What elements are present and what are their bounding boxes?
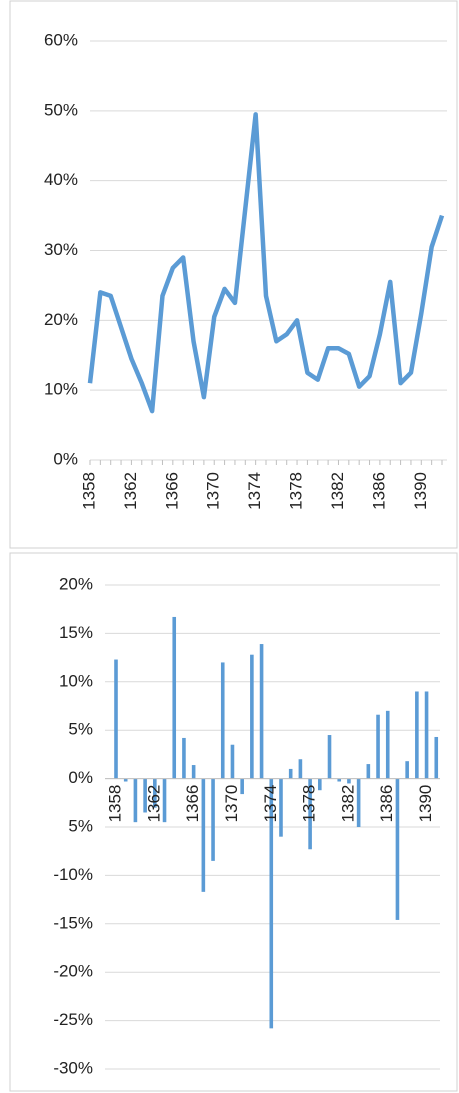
x-tick-label: 1362 (121, 472, 140, 510)
x-tick-label: 1386 (369, 472, 388, 510)
y-tick-label: -20% (53, 962, 93, 981)
bar (221, 662, 225, 778)
x-tick-label: 1374 (245, 472, 264, 510)
x-tick-label: 1362 (144, 785, 163, 823)
x-tick-label: 1370 (204, 472, 223, 510)
x-tick-label: 1382 (338, 785, 357, 823)
x-tick-label: 1386 (377, 785, 396, 823)
x-tick-label: 1374 (261, 785, 280, 823)
bar (299, 759, 303, 778)
bar (114, 660, 118, 779)
y-tick-label: 50% (44, 100, 78, 119)
x-tick-label: 1390 (416, 785, 435, 823)
x-tick-label: 1378 (300, 785, 319, 823)
bar (405, 761, 409, 778)
bar (328, 735, 332, 779)
page: 0% 10% 20% 30% 40% 50% 60% 1358 1362 1366 1370 1374… (0, 0, 459, 1093)
x-tick-label: 1378 (287, 472, 306, 510)
chart-page: 0% 10% 20% 30% 40% 50% 60% 1358 1362 1366 1370 1374… (0, 0, 459, 1093)
bar (172, 617, 176, 779)
x-tick-label: 1358 (79, 472, 98, 510)
data-line (90, 114, 442, 411)
bar (425, 691, 429, 778)
y-tick-label: 5% (68, 816, 93, 835)
bar (250, 655, 254, 779)
x-tick-label: 1366 (183, 785, 202, 823)
y-tick-label: -25% (53, 1010, 93, 1029)
bar (434, 737, 438, 779)
bar (376, 715, 380, 779)
y-tick-label: 10% (44, 380, 78, 399)
bar (367, 764, 371, 779)
y-tick-label: 20% (44, 310, 78, 329)
y-tick-label: 0% (53, 449, 78, 468)
y-tick-label: 5% (68, 720, 93, 739)
bar (134, 779, 138, 823)
bar (289, 769, 293, 779)
y-tick-label: 20% (59, 574, 93, 593)
x-tick-label: 1358 (105, 785, 124, 823)
y-tick-label: -10% (53, 865, 93, 884)
y-tick-label: 15% (59, 623, 93, 642)
y-tick-label: 0% (68, 768, 93, 787)
bar (260, 644, 264, 779)
x-tick-label: 1370 (222, 785, 241, 823)
bar (347, 779, 351, 784)
x-tick-label: 1366 (162, 472, 181, 510)
y-tick-label: 30% (44, 240, 78, 259)
bar (192, 765, 196, 779)
bar (415, 691, 419, 778)
y-tick-label: 40% (44, 170, 78, 189)
x-tick-label: 1382 (328, 472, 347, 510)
bar (182, 738, 186, 779)
y-tick-label: -15% (53, 913, 93, 932)
y-tick-label: 10% (59, 671, 93, 690)
bar (231, 745, 235, 779)
y-tick-label: -30% (53, 1058, 93, 1077)
y-tick-label: 60% (44, 30, 78, 49)
x-tick-label: 1390 (411, 472, 430, 510)
bar (386, 711, 390, 779)
bar (211, 779, 215, 861)
